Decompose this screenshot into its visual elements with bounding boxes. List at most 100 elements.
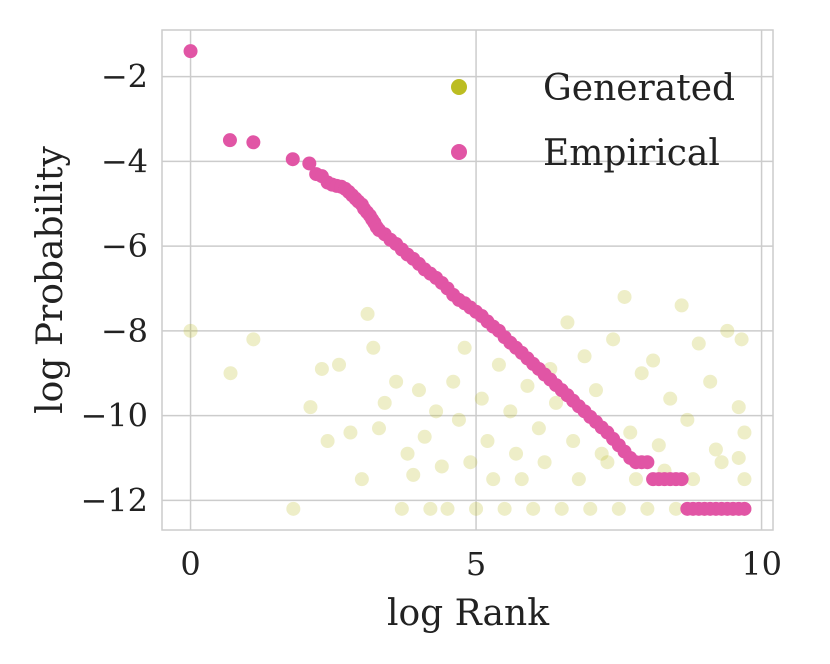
data-point-generated [520, 378, 535, 393]
data-point-generated [406, 467, 421, 482]
data-point-generated [680, 412, 695, 427]
legend-label-generated: Generated [543, 68, 735, 109]
data-point-generated [714, 455, 729, 470]
data-point-generated [634, 366, 649, 381]
plot-frame [161, 29, 774, 531]
y-tick-label: −6 [101, 227, 148, 265]
data-point-generated [623, 425, 638, 440]
data-point-generated [663, 391, 678, 406]
data-point-generated [354, 472, 369, 487]
data-point-generated [411, 383, 426, 398]
series-empirical [183, 44, 752, 516]
data-point-generated [486, 472, 501, 487]
data-point-generated [463, 455, 478, 470]
legend-label-empirical: Empirical [543, 133, 720, 174]
data-point-generated [628, 472, 643, 487]
data-point-empirical [246, 135, 261, 150]
data-point-generated [720, 323, 735, 338]
data-point-generated [474, 391, 489, 406]
data-point-generated [400, 446, 415, 461]
y-tick-label: −4 [101, 142, 148, 180]
data-point-generated [246, 332, 261, 347]
data-point-generated [320, 434, 335, 449]
data-point-generated [617, 289, 632, 304]
data-point-generated [594, 446, 609, 461]
data-point-generated [451, 412, 466, 427]
data-point-empirical [183, 44, 198, 59]
data-point-generated [646, 353, 661, 368]
legend-marker-empirical [451, 144, 467, 160]
legend: Generated Empirical [451, 68, 735, 174]
data-point-generated [674, 298, 689, 313]
data-point-generated [560, 315, 575, 330]
data-point-empirical [640, 455, 655, 470]
data-point-generated [737, 425, 752, 440]
data-point-generated [286, 501, 301, 516]
data-point-generated [686, 472, 701, 487]
data-point-generated [394, 501, 409, 516]
data-point-generated [554, 501, 569, 516]
data-point-generated [703, 374, 718, 389]
data-point-empirical [285, 152, 300, 167]
y-tick-label: −12 [80, 481, 148, 519]
data-point-generated [371, 421, 386, 436]
data-point-generated [491, 357, 506, 372]
data-point-generated [734, 332, 749, 347]
data-point-generated [223, 366, 238, 381]
data-point-generated [469, 501, 484, 516]
data-point-generated [731, 450, 746, 465]
data-point-generated [611, 501, 626, 516]
data-point-generated [577, 349, 592, 364]
data-point-generated [389, 374, 404, 389]
data-point-empirical [302, 156, 317, 171]
data-point-generated [583, 501, 598, 516]
data-point-empirical [674, 472, 689, 487]
data-point-generated [457, 340, 472, 355]
data-point-generated [303, 400, 318, 415]
data-point-generated [360, 306, 375, 321]
data-point-generated [600, 455, 615, 470]
data-point-generated [429, 404, 444, 419]
data-point-generated [480, 434, 495, 449]
data-point-generated [497, 501, 512, 516]
data-point-generated [509, 446, 524, 461]
data-point-generated [377, 395, 392, 410]
legend-marker-generated [451, 79, 467, 95]
data-point-generated [423, 501, 438, 516]
data-point-generated [503, 404, 518, 419]
data-point-generated [668, 501, 683, 516]
y-tick-label: −8 [101, 312, 148, 350]
data-point-generated [526, 501, 541, 516]
data-point-generated [566, 434, 581, 449]
data-point-generated [343, 425, 358, 440]
x-axis-label: log Rank [387, 593, 550, 634]
data-point-generated [549, 395, 564, 410]
data-point-generated [731, 400, 746, 415]
data-point-generated [537, 455, 552, 470]
x-tick-labels: 0 5 10 [180, 545, 782, 583]
data-point-empirical [222, 133, 237, 148]
y-axis-label: log Probability [30, 146, 71, 414]
data-point-generated [434, 459, 449, 474]
y-tick-label: −2 [101, 58, 148, 96]
data-point-generated [366, 340, 381, 355]
y-tick-labels: −2 −4 −6 −8 −10 −12 [80, 58, 148, 520]
grid-lines [162, 30, 773, 530]
data-point-generated [314, 361, 329, 376]
x-tick-label: 10 [741, 545, 782, 583]
data-point-generated [606, 332, 621, 347]
data-point-generated [440, 501, 455, 516]
data-point-generated [514, 472, 529, 487]
data-point-generated [651, 438, 666, 453]
data-point-generated [737, 472, 752, 487]
data-point-generated [417, 429, 432, 444]
data-point-generated [332, 357, 347, 372]
data-point-generated [183, 323, 198, 338]
data-point-empirical [737, 501, 752, 516]
x-tick-label: 0 [180, 545, 200, 583]
data-point-generated [708, 442, 723, 457]
data-point-generated [571, 472, 586, 487]
x-tick-label: 5 [466, 545, 486, 583]
data-point-generated [446, 374, 461, 389]
